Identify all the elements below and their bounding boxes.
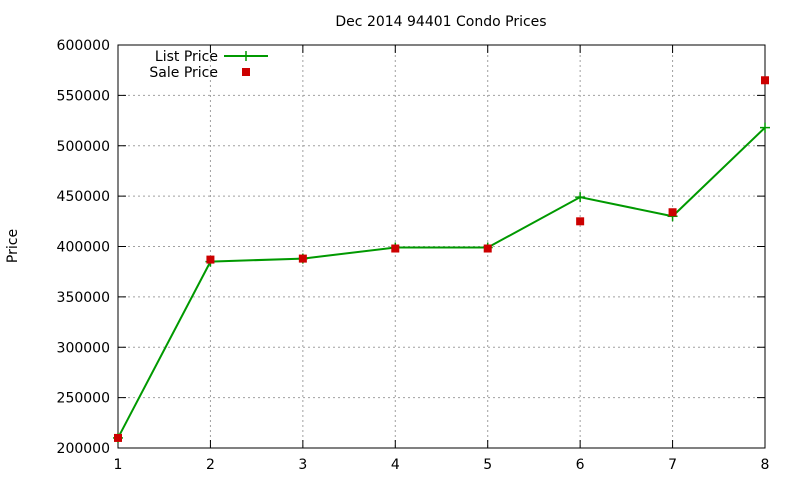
list-price-point: [575, 192, 586, 203]
series-line-list-price: [117, 126, 766, 439]
legend-square-sale-price: [242, 68, 250, 76]
legend-label: Sale Price: [149, 65, 218, 81]
x-tick-label: 1: [114, 457, 123, 473]
sale-price-point: [576, 217, 585, 226]
sale-price-point: [761, 76, 769, 85]
x-tick-label: 7: [668, 457, 677, 473]
tick-labels: 200000 250000 300000 350000 400000 450000 5000…: [57, 38, 770, 473]
y-tick-label: 350000: [57, 290, 110, 306]
y-axis-label: Price: [5, 229, 21, 263]
y-tick-label: 300000: [57, 340, 110, 356]
grid-lines: [118, 45, 765, 448]
series-group: [113, 76, 770, 443]
sale-price-point: [206, 255, 215, 264]
sale-price-point: [391, 244, 400, 253]
x-tick-label: 5: [483, 457, 492, 473]
y-tick-label: 200000: [57, 441, 110, 457]
plot-border: [117, 44, 766, 449]
x-tick-label: 8: [761, 457, 770, 473]
chart-title: Dec 2014 94401 Condo Prices: [335, 14, 546, 30]
y-tick-label: 450000: [57, 189, 110, 205]
y-tick-label: 600000: [57, 38, 110, 54]
list-price-point: [760, 122, 770, 133]
sale-price-point: [668, 208, 677, 217]
y-tick-label: 550000: [57, 88, 110, 104]
axes: [117, 44, 766, 449]
x-tick-label: 4: [391, 457, 400, 473]
sale-price-point: [114, 433, 122, 442]
x-tick-label: 3: [298, 457, 307, 473]
x-tick-label: 6: [576, 457, 585, 473]
sale-price-point: [298, 254, 307, 263]
sale-price-point: [483, 244, 492, 253]
legend-label: List Price: [155, 49, 218, 65]
y-tick-label: 500000: [57, 139, 110, 155]
x-tick-label: 2: [206, 457, 215, 473]
y-tick-label: 250000: [57, 391, 110, 407]
y-tick-label: 400000: [57, 240, 110, 256]
